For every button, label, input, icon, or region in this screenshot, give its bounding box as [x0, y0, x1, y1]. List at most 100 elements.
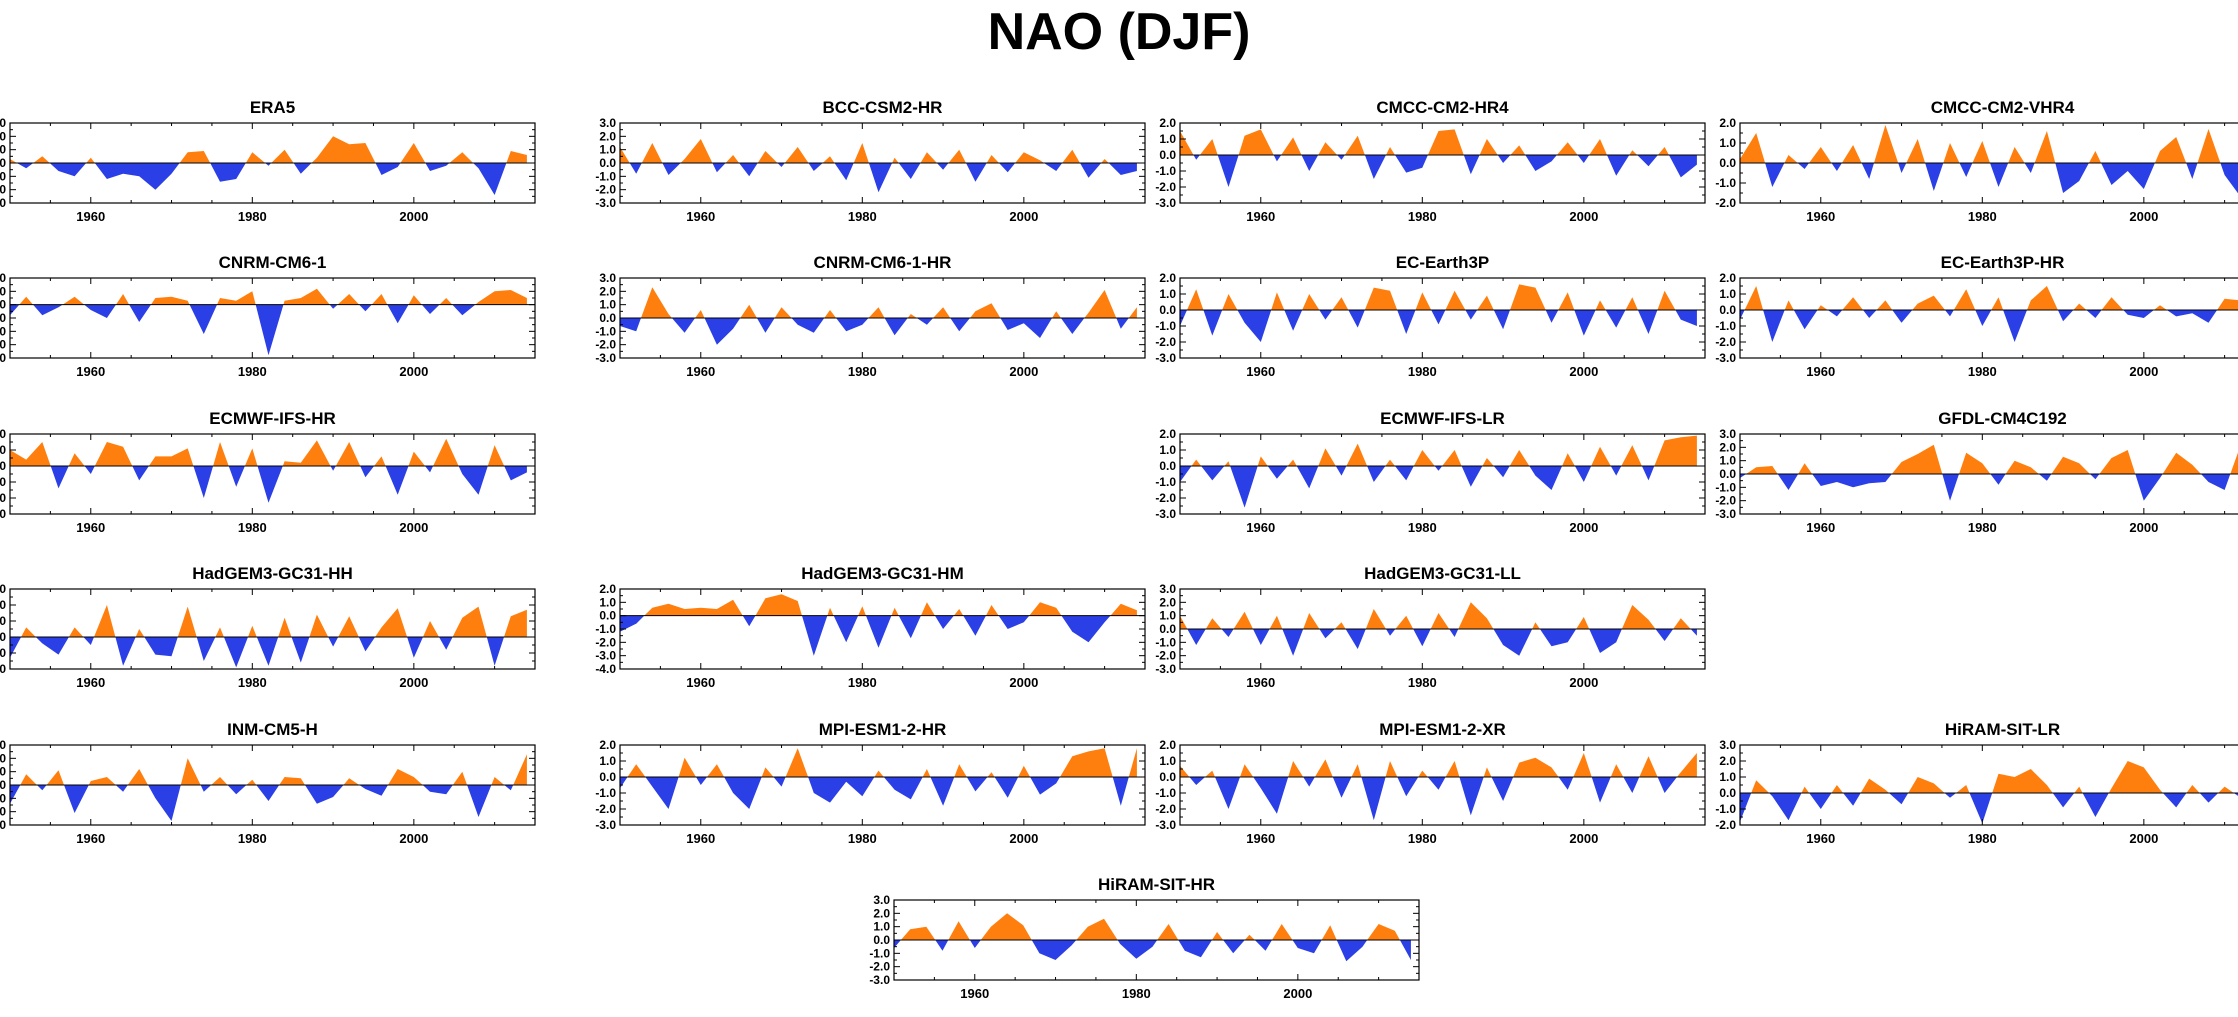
- x-tick-label: 2000: [1569, 675, 1598, 690]
- y-tick-label: -1.0: [1155, 319, 1176, 333]
- x-tick-label: 1960: [1806, 209, 1835, 224]
- y-tick-label: 2.0: [1159, 595, 1176, 609]
- panel-gfdl-cm4c192: GFDL-CM4C192 -3.0-2.0-1.00.01.02.03.0 1960…: [1715, 409, 2238, 535]
- x-tick-label: 2000: [2129, 520, 2158, 535]
- y-tick-label: 0.0: [599, 311, 616, 325]
- panel-ecmwf-ifs-hr: ECMWF-IFS-HR -3.0 -2.0 -1.0 0.0 1.0 2.0 1960 198…: [0, 409, 536, 535]
- panel-cnrm-cm6-1-hr: CNRM-CM6-1-HR -3.0-2.0-1.00.01.02.03.0 196…: [595, 253, 1146, 379]
- y-tick-label: 1.0: [599, 298, 616, 312]
- x-tick-label: 1980: [1408, 831, 1437, 846]
- y-tick-label: 1.0: [1719, 287, 1736, 301]
- x-tick-label: 1960: [686, 364, 715, 379]
- y-tick-label: -2.0: [1155, 649, 1176, 663]
- y-tick-label: -1.0: [595, 786, 616, 800]
- negative-area: [1740, 793, 2238, 824]
- y-tick-label: -3.0: [595, 196, 616, 210]
- x-tick-label: 2000: [1569, 831, 1598, 846]
- y-tick-label: 3.0: [599, 271, 616, 285]
- panel-ec-earth3p-hr: EC-Earth3P-HR -3.0 -2.0 -1.0 0.0 1.0 2.0 1960 19…: [1715, 253, 2238, 379]
- y-tick-label: -2.0: [595, 338, 616, 352]
- negative-area: [1180, 777, 1697, 821]
- y-tick-label: -3.0: [869, 973, 890, 987]
- negative-area: [1740, 310, 2238, 342]
- y-tick-label: -2.0: [0, 324, 6, 338]
- y-tick-label: -2.0: [595, 183, 616, 197]
- y-tick-label: 2.0: [1159, 427, 1176, 441]
- x-tick-label: 1980: [238, 675, 267, 690]
- panel-title: ECMWF-IFS-LR: [1380, 409, 1505, 428]
- negative-area: [10, 785, 527, 821]
- y-tick-label: -3.0: [1155, 818, 1176, 832]
- y-tick-label: 0.0: [0, 459, 6, 473]
- negative-area: [1180, 310, 1697, 342]
- y-tick-label: -1.0: [1715, 319, 1736, 333]
- positive-area: [1740, 125, 2238, 163]
- x-tick-label: 1960: [76, 209, 105, 224]
- negative-area: [1740, 163, 2238, 194]
- x-tick-label: 1980: [1408, 364, 1437, 379]
- panel-inm-cm5-h: INM-CM5-H -3.0-2.0-1.00.01.02.03.0 1960 198…: [0, 720, 536, 846]
- positive-area: [1740, 761, 2238, 793]
- x-tick-label: 1960: [76, 520, 105, 535]
- x-tick-label: 1960: [686, 675, 715, 690]
- y-tick-label: 2.0: [1719, 754, 1736, 768]
- y-tick-label: 2.0: [0, 427, 6, 441]
- x-tick-label: 1960: [960, 986, 989, 1001]
- panel-title: EC-Earth3P-HR: [1941, 253, 2065, 272]
- y-tick-label: 1.0: [0, 284, 6, 298]
- x-tick-label: 2000: [399, 209, 428, 224]
- y-tick-label: 1.0: [1159, 132, 1176, 146]
- panel-hadgem3-gc31-ll: HadGEM3-GC31-LL -3.0-2.0-1.00.01.02.03.0 1…: [1155, 564, 1706, 690]
- y-tick-label: 0.0: [0, 298, 6, 312]
- y-tick-label: -3.0: [0, 196, 6, 210]
- x-tick-label: 1980: [1122, 986, 1151, 1001]
- y-tick-label: 0.0: [1719, 303, 1736, 317]
- panel-ec-earth3p: EC-Earth3P -3.0 -2.0 -1.0 0.0 1.0 2.0 1960 1980 2…: [1155, 253, 1706, 379]
- y-tick-label: -3.0: [595, 351, 616, 365]
- x-tick-label: 1980: [1968, 209, 1997, 224]
- y-tick-label: 0.0: [1159, 770, 1176, 784]
- panel-title: HadGEM3-GC31-HM: [801, 564, 963, 583]
- negative-area: [620, 318, 1137, 345]
- x-tick-label: 2000: [2129, 364, 2158, 379]
- y-tick-label: -2.0: [1715, 818, 1736, 832]
- y-tick-label: 2.0: [599, 284, 616, 298]
- negative-area: [1740, 474, 2238, 501]
- y-tick-label: 3.0: [1159, 582, 1176, 596]
- y-tick-label: 0.0: [1719, 467, 1736, 481]
- panel-title: HadGEM3-GC31-LL: [1364, 564, 1521, 583]
- x-tick-label: 1960: [1246, 364, 1275, 379]
- negative-area: [10, 466, 527, 503]
- y-tick-label: -1.0: [0, 791, 6, 805]
- y-tick-label: -3.0: [1155, 662, 1176, 676]
- panel-ecmwf-ifs-lr: ECMWF-IFS-LR -3.0 -2.0 -1.0 0.0 1.0 2.0 1960 198…: [1155, 409, 1706, 535]
- y-tick-label: -2.0: [1155, 335, 1176, 349]
- panel-title: MPI-ESM1-2-HR: [819, 720, 947, 739]
- plot-frame: [619, 744, 1146, 826]
- x-tick-label: 2000: [1569, 209, 1598, 224]
- y-tick-label: -4.0: [0, 351, 6, 365]
- panel-title: CMCC-CM2-VHR4: [1931, 98, 2075, 117]
- y-tick-label: -2.0: [869, 960, 890, 974]
- x-tick-label: 1980: [238, 364, 267, 379]
- plot-frame: [1739, 744, 2238, 826]
- y-tick-label: 2.0: [0, 129, 6, 143]
- y-tick-label: 0.0: [1719, 156, 1736, 170]
- x-tick-label: 2000: [399, 675, 428, 690]
- y-tick-label: -1.0: [1715, 176, 1736, 190]
- y-tick-label: 0.0: [599, 770, 616, 784]
- y-tick-label: -3.0: [595, 818, 616, 832]
- x-tick-label: 1960: [76, 364, 105, 379]
- y-tick-label: -2.0: [0, 491, 6, 505]
- y-tick-label: -2.0: [0, 183, 6, 197]
- positive-area: [620, 594, 1137, 616]
- y-tick-label: 1.0: [599, 595, 616, 609]
- panel-hadgem3-gc31-hh: HadGEM3-GC31-HH -2.0 -1.0 0.0 1.0 2.0 3.0 1960 1…: [0, 564, 536, 690]
- y-tick-label: -1.0: [0, 311, 6, 325]
- panel-title: INM-CM5-H: [227, 720, 318, 739]
- x-tick-label: 2000: [2129, 831, 2158, 846]
- y-tick-label: 2.0: [0, 271, 6, 285]
- x-tick-label: 2000: [399, 520, 428, 535]
- y-tick-label: 0.0: [599, 156, 616, 170]
- x-tick-label: 1960: [1246, 831, 1275, 846]
